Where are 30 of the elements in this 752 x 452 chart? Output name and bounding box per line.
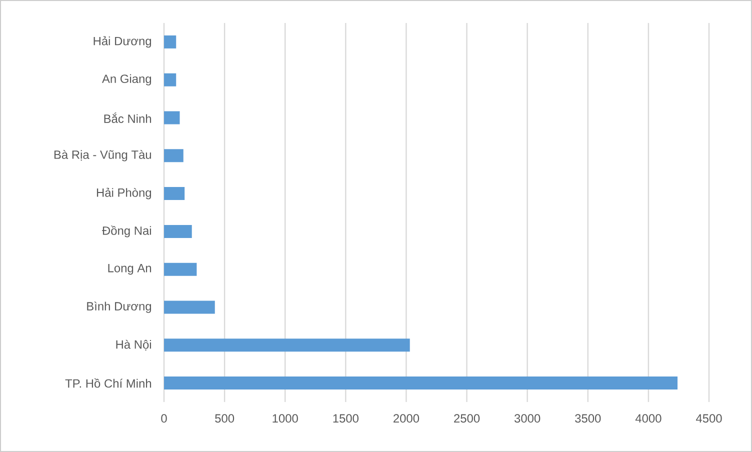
bar	[164, 224, 192, 238]
y-tick-label: Bình Dương	[87, 302, 152, 313]
y-tick-label: Bắc Ninh	[104, 112, 152, 123]
y-tick-label: Long An	[108, 264, 152, 275]
x-tick-label: 2500	[454, 414, 480, 423]
bar	[164, 376, 678, 390]
y-tick-label: Hải Phòng	[96, 188, 152, 200]
x-tick-label: 4500	[696, 414, 722, 423]
x-tick-label: 1000	[272, 414, 298, 423]
bar	[164, 149, 184, 162]
y-tick-label: TP. Hồ Chí Minh	[65, 378, 152, 388]
x-tick-label: 0	[161, 414, 167, 423]
x-tick-label: 2000	[394, 414, 420, 423]
x-tick-label: 3000	[514, 414, 540, 423]
x-tick-label: 1500	[333, 414, 359, 423]
x-tick-label: 4000	[635, 414, 662, 423]
y-tick-label: Đồng Nai	[102, 226, 151, 238]
bar	[164, 35, 176, 48]
y-tick-label: Hà Nội	[116, 340, 151, 350]
y-tick-label: Bà Rịa - Vũng Tàu	[54, 150, 152, 162]
x-tick-label: 3500	[575, 414, 601, 423]
x-tick-label: 500	[215, 414, 234, 423]
bar	[164, 300, 215, 314]
bar	[164, 187, 185, 200]
y-tick-label: An Giang	[102, 74, 152, 86]
bar	[164, 111, 180, 124]
bar	[164, 73, 176, 86]
y-tick-label: Hải Dương	[94, 36, 152, 48]
bar	[164, 262, 197, 276]
bar	[164, 338, 410, 352]
